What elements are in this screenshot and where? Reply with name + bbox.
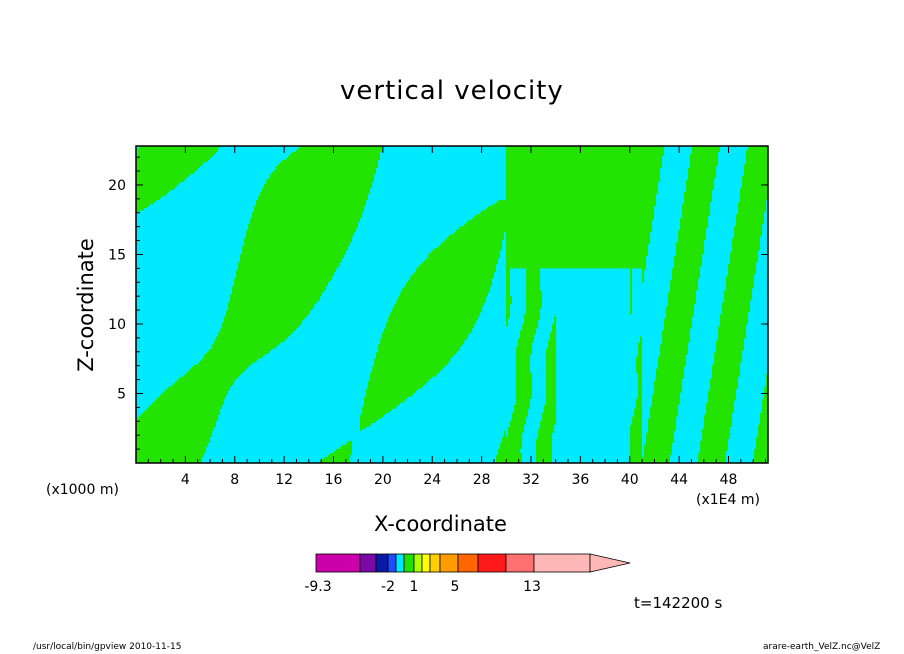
colorbar-swatch [413,553,423,573]
x-tick-label: 40 [621,472,639,488]
colorbar-extend-arrow [589,553,631,573]
plot-frame [135,145,769,464]
x-axis-label: X-coordinate [374,512,507,536]
colorbar-swatch [421,553,431,573]
colorbar-label: -2 [381,579,395,595]
x-tick-label: 12 [275,472,293,488]
y-tick-label: 20 [108,178,126,194]
colorbar-swatch [457,553,479,573]
colorbar: -9.3 -2 1 5 13 [304,553,631,595]
colorbar-swatch [477,553,507,573]
x-tick-label: 20 [374,472,392,488]
colorbar-label: 1 [410,579,419,595]
colorbar-swatch [533,553,591,573]
y-tick-label: 15 [108,247,126,263]
colorbar-swatch [439,553,459,573]
colorbar-swatch [395,553,405,573]
x-tick-label: 44 [670,472,688,488]
colorbar-swatch [375,553,389,573]
x-tick-label: 8 [230,472,239,488]
colorbar-swatch [403,553,415,573]
x-tick-label: 28 [473,472,491,488]
x-tick-label: 36 [571,472,589,488]
x-tick-label: 48 [720,472,738,488]
colorbar-label: 13 [523,579,541,595]
colorbar-label: -9.3 [304,579,331,595]
colorbar-swatch [315,553,361,573]
colorbar-swatch [387,553,397,573]
y-tick-label: 5 [117,386,126,402]
time-label: t=142200 s [634,594,723,612]
footer-left: /usr/local/bin/gpview 2010-11-15 [33,642,182,652]
x-tick-label: 24 [423,472,441,488]
contour-field [136,146,768,463]
chart-title: vertical velocity [340,76,564,106]
x-tick-label: 32 [522,472,540,488]
colorbar-swatch [505,553,535,573]
y-tick-label: 10 [108,317,126,333]
x-tick-label: 16 [325,472,343,488]
colorbar-label: 5 [451,579,460,595]
x-unit-left: (x1000 m) [46,482,119,498]
footer-right: arare-earth_VelZ.nc@VelZ [763,642,881,652]
x-unit-right: (x1E4 m) [696,492,760,508]
colorbar-swatch [359,553,377,573]
y-axis-label: Z-coordinate [74,238,98,372]
colorbar-swatch [429,553,441,573]
x-tick-label: 4 [181,472,190,488]
